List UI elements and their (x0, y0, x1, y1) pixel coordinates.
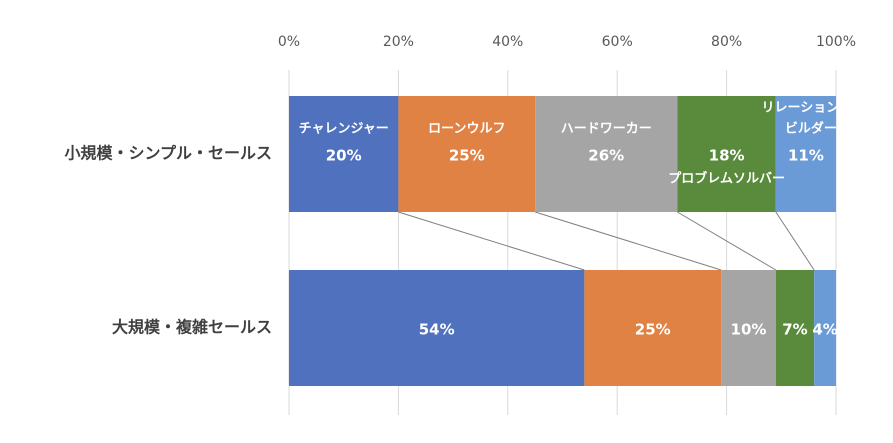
bar-segment (535, 96, 678, 212)
bar-segment (584, 270, 722, 386)
data-label: 11% (788, 147, 824, 165)
x-tick-label: 100% (816, 34, 856, 50)
series-line (535, 211, 722, 271)
data-label: 54% (419, 321, 455, 339)
category-label: 小規模・シンプル・セールス (64, 144, 272, 163)
x-tick-label: 80% (711, 34, 742, 50)
series-name-label: ローンウルフ (428, 122, 505, 137)
bar-segment (775, 96, 836, 212)
x-tick-label: 40% (492, 34, 523, 50)
bar-segment (398, 96, 536, 212)
series-name-label: ハードワーカー (561, 122, 652, 137)
bar-segment (677, 96, 776, 212)
bar-segment (721, 270, 776, 386)
x-tick-label: 60% (602, 34, 633, 50)
bar-segment (289, 270, 585, 386)
data-label: 26% (588, 147, 624, 165)
x-tick-label: 0% (278, 34, 300, 50)
data-label: 7% (782, 321, 807, 339)
series-line (677, 211, 777, 271)
x-tick-label: 20% (383, 34, 414, 50)
bar-segment (775, 270, 815, 386)
category-label: 大規模・複雑セールス (112, 318, 272, 337)
data-label: 20% (326, 147, 362, 165)
series-line (775, 211, 815, 271)
series-line (398, 211, 585, 271)
data-label: 18% (709, 147, 745, 165)
series-name-label: プロブレムソルバー (668, 171, 785, 187)
bar-segment (814, 270, 836, 386)
bar-segment (289, 96, 399, 212)
data-label: 25% (449, 147, 485, 165)
data-label: 10% (731, 321, 767, 339)
data-label: 4% (812, 321, 837, 339)
series-name-label: ビルダー (785, 121, 837, 137)
data-label: 25% (635, 321, 671, 339)
series-name-label: チャレンジャー (299, 122, 389, 137)
series-name-label: リレーションシップ (762, 101, 880, 116)
